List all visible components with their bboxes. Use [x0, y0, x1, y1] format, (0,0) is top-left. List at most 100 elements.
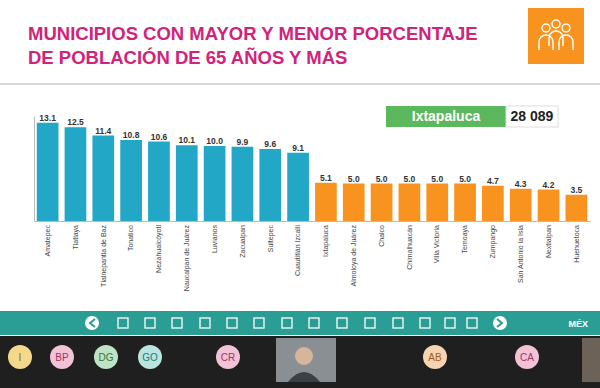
nav-icons	[85, 316, 507, 330]
nav-icon[interactable]	[309, 318, 319, 328]
tick: Tlatlaya	[72, 221, 80, 250]
video-tile	[582, 338, 600, 382]
axis-line	[35, 221, 591, 222]
bar	[232, 147, 254, 221]
bar	[343, 184, 365, 222]
nav-button[interactable]	[85, 316, 99, 330]
bar	[37, 123, 59, 221]
avatar[interactable]	[216, 345, 240, 369]
avatar-initials: CR	[221, 352, 235, 363]
tick-label: Nezahualcóyotl	[155, 225, 163, 273]
nav-icon[interactable]	[393, 318, 403, 328]
nav-button[interactable]	[493, 316, 507, 330]
icon	[539, 20, 573, 50]
nav-icon[interactable]	[172, 318, 182, 328]
bar	[315, 183, 337, 221]
data-label: 5.1	[320, 173, 332, 183]
data-label: 10.0	[206, 136, 223, 146]
annotation: Ixtapaluca	[412, 108, 481, 124]
icon-head	[552, 20, 560, 28]
bar	[538, 190, 560, 222]
tick-label: Sultepec	[266, 225, 274, 253]
data-label: 10.8	[123, 130, 140, 140]
tick: Chimalhuacán	[406, 221, 413, 270]
video-body	[288, 372, 320, 382]
nav-icon[interactable]	[118, 318, 128, 328]
tick-label: Villa Victoria	[433, 225, 440, 263]
tick: Luvianos	[211, 221, 218, 253]
data-label: 3.5	[570, 185, 582, 195]
bar	[399, 184, 421, 222]
nav-icon[interactable]	[227, 318, 237, 328]
bar	[65, 127, 87, 221]
axis-line	[34, 117, 35, 222]
tick: Chalco	[378, 221, 385, 247]
nav-icon[interactable]	[467, 318, 477, 328]
y-axis	[34, 117, 35, 222]
avatar-initials: BP	[55, 352, 69, 363]
tick: Villa Victoria	[433, 221, 440, 263]
tick: Zacualpan	[239, 221, 247, 258]
tick-label: Chimalhuacán	[406, 225, 413, 270]
tick: Tonatico	[127, 221, 134, 251]
bar	[204, 146, 226, 221]
bar	[92, 136, 114, 222]
bar	[259, 149, 281, 221]
data-label: 9.9	[237, 137, 249, 147]
nav-icon[interactable]	[254, 318, 264, 328]
tick: Temoaya	[461, 221, 469, 253]
data-label: 4.7	[487, 176, 499, 186]
nav-icon[interactable]	[337, 318, 347, 328]
screen: MUNICIPIOS CON MAYOR Y MENOR PORCENTAJED…	[0, 0, 600, 388]
video-face	[295, 347, 313, 365]
x-axis: Amatepec Tlatlaya Tlalnepantla de Baz Tonat…	[35, 221, 591, 291]
data-label: 12.5	[67, 117, 84, 127]
tick: Zumpango	[489, 221, 497, 258]
tick-label: Ixtapaluca	[322, 225, 330, 257]
nav-icon[interactable]	[420, 318, 430, 328]
tick-label: Cuautitlán Izcalli	[294, 225, 301, 276]
bar	[371, 184, 393, 222]
tick-label: Chalco	[378, 225, 385, 247]
data-label: 5.0	[376, 174, 388, 184]
tick-label: Tlalnepantla de Baz	[100, 225, 108, 287]
nav-icon[interactable]	[365, 318, 375, 328]
bar	[287, 153, 309, 221]
nav-icon[interactable]	[200, 318, 210, 328]
tick-label: San Antonio la Isla	[517, 225, 524, 283]
header-line	[0, 83, 600, 85]
nav-icon[interactable]	[445, 318, 455, 328]
bar	[176, 145, 198, 221]
avatar-initials: AB	[428, 352, 442, 363]
nav-icon[interactable]	[282, 318, 292, 328]
tick: Amatepec	[44, 221, 52, 257]
tick: Nezahualcóyotl	[155, 221, 163, 273]
nav-arrow	[90, 319, 95, 327]
avatar[interactable]	[138, 345, 162, 369]
bar	[482, 186, 504, 221]
tick-label: Temoaya	[461, 225, 469, 254]
bar	[566, 195, 588, 221]
tick: Tlalnepantla de Baz	[100, 221, 108, 287]
nav-icon[interactable]	[145, 318, 155, 328]
tick-label: Luvianos	[211, 225, 218, 254]
chart-area	[0, 84, 600, 312]
avatar[interactable]	[423, 345, 447, 369]
tick: San Antonio la Isla	[517, 221, 524, 283]
avatar-initials: GO	[142, 352, 158, 363]
title: MUNICIPIOS CON MAYOR Y MENOR PORCENTAJED…	[28, 23, 478, 68]
tick-label: Tlatlaya	[72, 225, 80, 250]
avatar[interactable]	[515, 345, 539, 369]
participants: IBPDGGOCRABCA	[8, 345, 539, 369]
data-label: 5.0	[348, 174, 360, 184]
avatar[interactable]	[8, 345, 32, 369]
tick-label: Nextlalpan	[545, 225, 553, 258]
data-label: 13.1	[39, 113, 56, 123]
tick: Sultepec	[266, 221, 274, 252]
avatar[interactable]	[50, 345, 74, 369]
data-label: 9.1	[292, 143, 304, 153]
tick-label: Almoloya de Juárez	[350, 225, 358, 287]
data-label: 10.1	[179, 135, 196, 145]
bar	[426, 184, 448, 222]
avatar[interactable]	[94, 345, 118, 369]
